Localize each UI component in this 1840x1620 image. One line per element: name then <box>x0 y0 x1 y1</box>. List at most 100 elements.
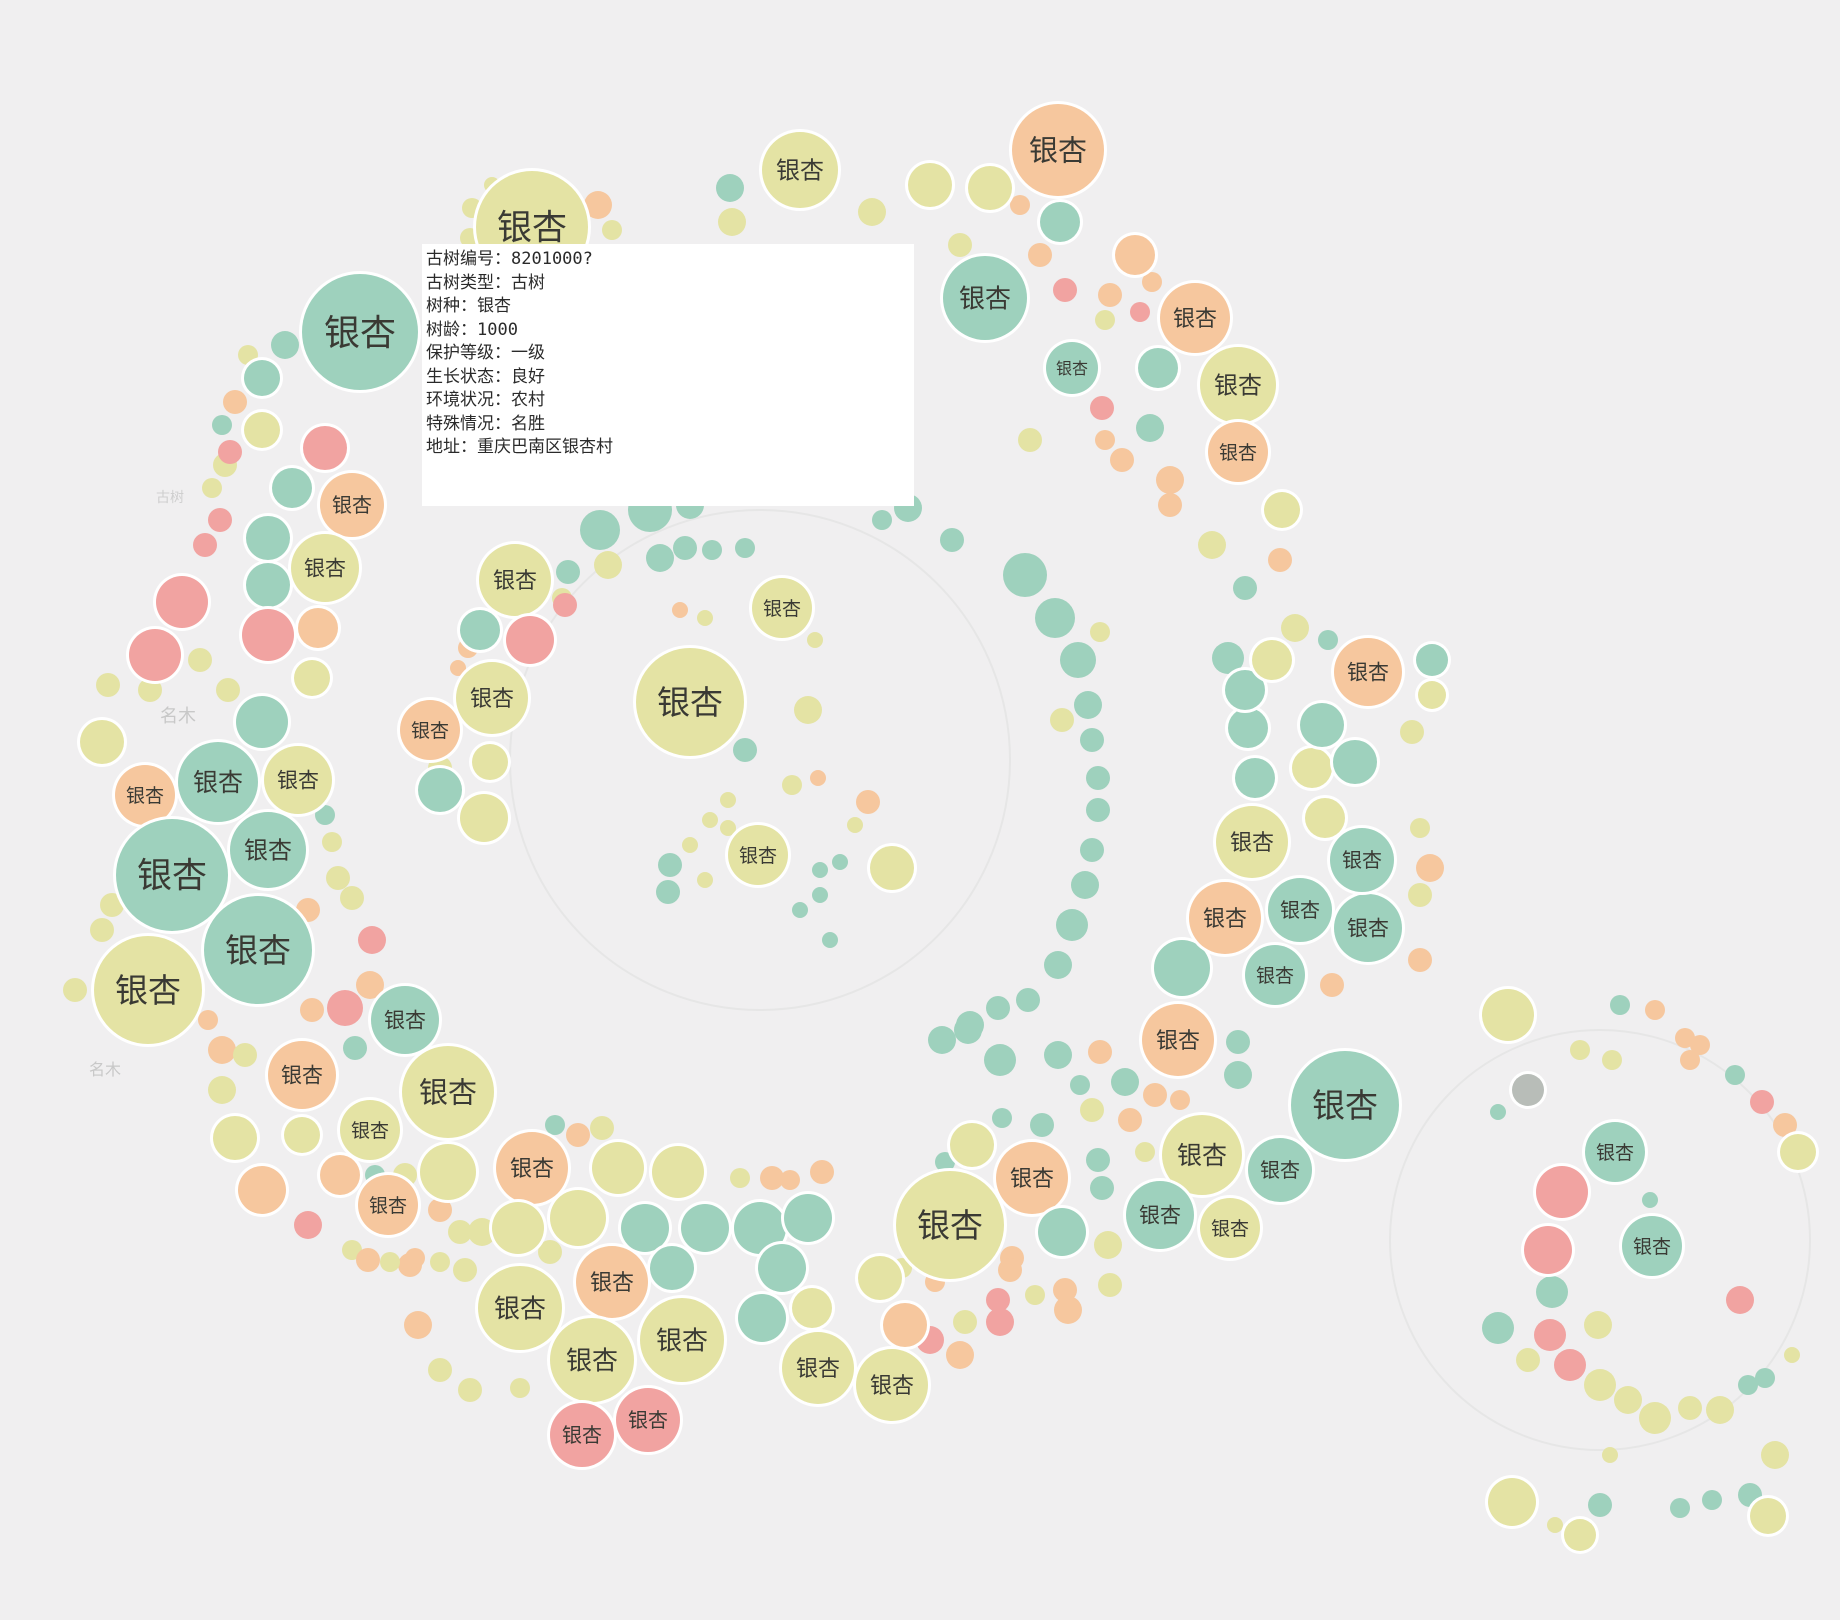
small-dot-14[interactable] <box>1198 531 1226 559</box>
tree-bubble-84[interactable]: 银杏 <box>1265 875 1335 945</box>
small-dot-102[interactable] <box>193 533 217 557</box>
small-dot-36[interactable] <box>1053 1278 1077 1302</box>
tree-bubble-69[interactable]: 银杏 <box>547 1400 617 1470</box>
tree-bubble-91[interactable] <box>1330 737 1380 787</box>
tree-bubble-33[interactable] <box>77 717 127 767</box>
small-dot-48[interactable] <box>810 1160 834 1184</box>
small-dot-143[interactable] <box>580 510 620 550</box>
tree-bubble-65[interactable]: 银杏 <box>779 1329 857 1407</box>
small-dot-203[interactable] <box>1784 1347 1800 1363</box>
tree-bubble-71[interactable]: 银杏 <box>893 1168 1007 1282</box>
small-dot-9[interactable] <box>1130 302 1150 322</box>
small-dot-208[interactable] <box>1588 1493 1612 1517</box>
small-dot-108[interactable] <box>218 440 242 464</box>
small-dot-84[interactable] <box>233 1043 257 1067</box>
small-dot-53[interactable] <box>538 1240 562 1264</box>
tree-bubble-4[interactable]: 银杏 <box>299 271 421 393</box>
small-dot-96[interactable] <box>90 918 114 942</box>
tree-bubble-39[interactable]: 银杏 <box>399 1043 497 1141</box>
small-dot-32[interactable] <box>1090 1176 1114 1200</box>
tree-bubble-13[interactable] <box>1037 199 1083 245</box>
tree-bubble-75[interactable]: 银杏 <box>1159 1112 1245 1198</box>
small-dot-157[interactable] <box>794 696 822 724</box>
small-dot-117[interactable] <box>1018 428 1042 452</box>
small-dot-95[interactable] <box>63 978 87 1002</box>
tree-bubble-99[interactable]: 银杏 <box>476 541 554 619</box>
tree-bubble-105[interactable] <box>503 613 557 667</box>
small-dot-47[interactable] <box>780 1170 800 1190</box>
small-dot-107[interactable] <box>223 390 247 414</box>
small-dot-97[interactable] <box>100 893 124 917</box>
tree-bubble-17[interactable]: 银杏 <box>288 531 362 605</box>
small-dot-133[interactable] <box>1056 909 1088 941</box>
small-dot-179[interactable] <box>1645 1000 1665 1020</box>
small-dot-43[interactable] <box>935 1152 955 1172</box>
small-dot-200[interactable] <box>1706 1396 1734 1424</box>
small-dot-158[interactable] <box>782 775 802 795</box>
tree-bubble-24[interactable] <box>291 657 333 699</box>
tree-bubble-16[interactable]: 银杏 <box>317 470 387 540</box>
small-dot-135[interactable] <box>1016 988 1040 1012</box>
small-dot-90[interactable] <box>326 866 350 890</box>
small-dot-136[interactable] <box>986 996 1010 1020</box>
small-dot-139[interactable] <box>646 544 674 572</box>
tree-bubble-58[interactable]: 银杏 <box>573 1243 651 1321</box>
small-dot-6[interactable] <box>1053 278 1077 302</box>
tree-bubble-96[interactable]: 银杏 <box>1331 635 1405 709</box>
tree-bubble-31[interactable]: 银杏 <box>261 743 335 817</box>
small-dot-78[interactable] <box>1135 1142 1155 1162</box>
small-dot-202[interactable] <box>1755 1368 1775 1388</box>
small-dot-11[interactable] <box>1090 396 1114 420</box>
small-dot-85[interactable] <box>327 990 363 1026</box>
small-dot-155[interactable] <box>697 610 713 626</box>
small-dot-167[interactable] <box>697 872 713 888</box>
tree-bubble-113[interactable]: 银杏 <box>1582 1119 1648 1185</box>
small-dot-159[interactable] <box>810 770 826 786</box>
small-dot-27[interactable] <box>1226 1030 1250 1054</box>
small-dot-104[interactable] <box>202 478 222 498</box>
small-dot-119[interactable] <box>1095 430 1115 450</box>
tree-bubble-8[interactable]: 银杏 <box>1205 419 1271 485</box>
small-dot-211[interactable] <box>1602 1447 1618 1463</box>
small-dot-140[interactable] <box>673 536 697 560</box>
small-dot-77[interactable] <box>1170 1090 1190 1110</box>
tree-bubble-14[interactable] <box>1112 232 1158 278</box>
tree-bubble-46[interactable] <box>417 1141 479 1203</box>
small-dot-168[interactable] <box>720 820 736 836</box>
small-dot-12[interactable] <box>1136 414 1164 442</box>
tree-bubble-2[interactable]: 银杏 <box>1009 101 1107 199</box>
tree-bubble-89[interactable] <box>1232 755 1278 801</box>
small-dot-7[interactable] <box>1098 283 1122 307</box>
tree-bubble-61[interactable]: 银杏 <box>547 1315 637 1405</box>
tree-bubble-18[interactable] <box>243 513 293 563</box>
tree-bubble-111[interactable] <box>1479 986 1537 1044</box>
small-dot-38[interactable] <box>986 1308 1014 1336</box>
small-dot-82[interactable] <box>198 1010 218 1030</box>
small-dot-210[interactable] <box>1642 1192 1658 1208</box>
small-dot-65[interactable] <box>404 1311 432 1339</box>
small-dot-199[interactable] <box>1678 1396 1702 1420</box>
small-dot-2[interactable] <box>718 208 746 236</box>
small-dot-23[interactable] <box>1408 883 1432 907</box>
small-dot-192[interactable] <box>1482 1312 1514 1344</box>
small-dot-26[interactable] <box>1224 1061 1252 1089</box>
small-dot-103[interactable] <box>208 508 232 532</box>
small-dot-15[interactable] <box>1233 576 1257 600</box>
small-dot-171[interactable] <box>812 887 828 903</box>
small-dot-10[interactable] <box>1142 272 1162 292</box>
tree-bubble-107[interactable]: 银杏 <box>633 645 747 759</box>
small-dot-63[interactable] <box>430 1252 450 1272</box>
small-dot-154[interactable] <box>672 602 688 618</box>
small-dot-58[interactable] <box>405 1248 425 1268</box>
small-dot-92[interactable] <box>315 805 335 825</box>
small-dot-31[interactable] <box>1086 1148 1110 1172</box>
small-dot-87[interactable] <box>356 971 384 999</box>
tree-bubble-115[interactable]: 银杏 <box>1619 1213 1685 1279</box>
tree-bubble-83[interactable]: 银杏 <box>1186 879 1264 957</box>
small-dot-183[interactable] <box>1750 1090 1774 1114</box>
small-dot-197[interactable] <box>1614 1386 1642 1414</box>
small-dot-45[interactable] <box>1030 1113 1054 1137</box>
small-dot-46[interactable] <box>760 1166 784 1190</box>
small-dot-74[interactable] <box>1118 1108 1142 1132</box>
tree-bubble-98[interactable] <box>1415 678 1449 712</box>
